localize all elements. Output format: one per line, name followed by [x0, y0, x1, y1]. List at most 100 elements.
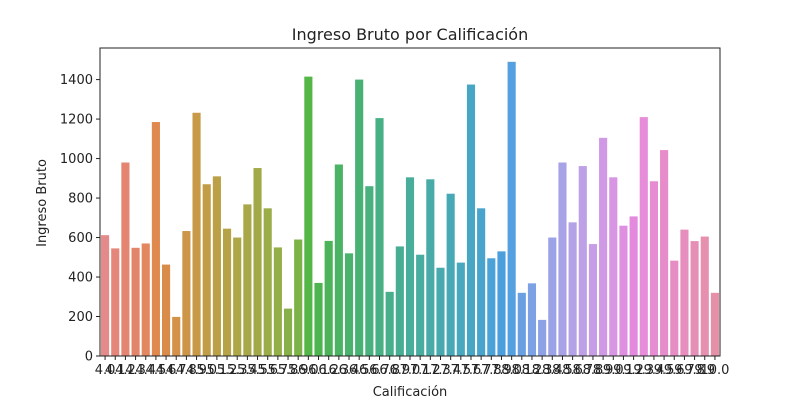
x-tick-label: 8.2: [522, 363, 543, 378]
bars-group: [101, 61, 719, 357]
bar: [355, 79, 364, 356]
bar: [548, 237, 557, 356]
x-tick-label: 9.4: [644, 363, 665, 378]
bar: [436, 267, 445, 356]
x-tick-label: 5.5: [247, 363, 268, 378]
x-tick-label: 5.0: [196, 363, 217, 378]
bar: [162, 264, 171, 356]
bar: [670, 260, 679, 356]
x-tick-label: 6.2: [318, 363, 339, 378]
x-tick-label: 6.4: [339, 363, 360, 378]
bar: [314, 282, 323, 356]
chart-title: Ingreso Bruto por Calificación: [292, 25, 528, 44]
bar: [334, 164, 343, 356]
bar: [101, 235, 110, 356]
x-tick-label: 7.0: [400, 363, 421, 378]
bar: [202, 184, 211, 356]
bar: [344, 253, 354, 356]
bar: [507, 61, 516, 356]
x-tick-label: 5.3: [227, 363, 248, 378]
x-tick-label: 8.6: [562, 363, 583, 378]
x-tick-label: 6.5: [349, 363, 370, 378]
bar: [629, 216, 638, 356]
bar: [497, 251, 506, 356]
x-tick-label: 5.1: [207, 363, 228, 378]
bar: [456, 262, 465, 356]
plot-frame: [99, 47, 721, 357]
bar: [121, 162, 130, 356]
bar: [700, 236, 709, 356]
y-tick-label: 1000: [60, 152, 93, 167]
bar: [578, 166, 587, 356]
y-tick-label: 800: [68, 192, 93, 207]
x-tick-label: 6.0: [298, 363, 319, 378]
x-axis: 4.04.14.24.34.44.54.64.74.84.95.05.15.25…: [95, 356, 729, 378]
x-tick-label: 6.1: [308, 363, 329, 378]
x-tick-label: 9.7: [674, 363, 695, 378]
bar: [568, 222, 577, 356]
bar: [619, 225, 628, 356]
bar: [395, 246, 404, 356]
bar: [426, 179, 435, 356]
y-tick-label: 1400: [60, 73, 93, 88]
x-tick-label: 6.3: [329, 363, 350, 378]
y-tick-label: 1200: [60, 113, 93, 128]
bar: [182, 231, 191, 356]
x-tick-label: 7.5: [450, 363, 471, 378]
bar: [365, 186, 374, 356]
x-tick-label: 7.4: [440, 363, 461, 378]
bar: [324, 240, 333, 356]
bar: [416, 254, 425, 356]
y-tick-label: 0: [85, 350, 93, 365]
x-tick-label: 9.2: [623, 363, 644, 378]
bar: [487, 258, 496, 356]
x-tick-label: 7.2: [420, 363, 441, 378]
x-tick-label: 6.6: [359, 363, 380, 378]
x-tick-label: 8.8: [583, 363, 604, 378]
x-tick-label: 8.5: [552, 363, 573, 378]
x-tick-label: 6.7: [369, 363, 390, 378]
x-tick-label: 9.8: [684, 363, 705, 378]
x-tick-label: 8.7: [572, 363, 593, 378]
bar: [233, 237, 242, 356]
x-tick-label: 4.5: [146, 363, 167, 378]
bar: [263, 208, 272, 356]
x-tick-label: 9.6: [664, 363, 685, 378]
bar: [192, 112, 201, 356]
bar: [222, 228, 232, 356]
bar: [243, 204, 252, 356]
y-axis: 0 200 400 600 800 1000 1200 1400: [60, 73, 100, 365]
x-tick-label: 4.7: [166, 363, 187, 378]
bar: [609, 177, 618, 356]
y-tick-label: 200: [68, 310, 93, 325]
bar: [599, 137, 608, 356]
x-tick-label: 10.0: [700, 363, 729, 378]
bar: [558, 162, 567, 356]
y-tick-label: 400: [68, 271, 93, 286]
bar: [111, 248, 120, 356]
bar: [446, 193, 455, 356]
x-tick-label: 7.6: [461, 363, 482, 378]
bar: [710, 292, 719, 356]
x-tick-label: 7.1: [410, 363, 431, 378]
bar: [283, 308, 293, 356]
x-tick-label: 5.9: [288, 363, 309, 378]
x-tick-label: 4.6: [156, 363, 177, 378]
x-tick-label: 7.8: [481, 363, 502, 378]
bar: [131, 247, 140, 356]
y-tick-label: 600: [68, 231, 93, 246]
x-tick-label: 9.0: [603, 363, 624, 378]
x-tick-label: 4.9: [186, 363, 207, 378]
bar: [385, 291, 394, 356]
x-tick-label: 4.3: [125, 363, 146, 378]
x-tick-label: 6.8: [379, 363, 400, 378]
x-tick-label: 9.5: [654, 363, 675, 378]
x-tick-label: 8.9: [593, 363, 614, 378]
x-tick-label: 4.8: [176, 363, 197, 378]
x-tick-label: 6.9: [389, 363, 410, 378]
bar: [253, 168, 262, 356]
bar: [294, 239, 303, 356]
bar: [680, 229, 689, 356]
bar: [660, 150, 669, 356]
